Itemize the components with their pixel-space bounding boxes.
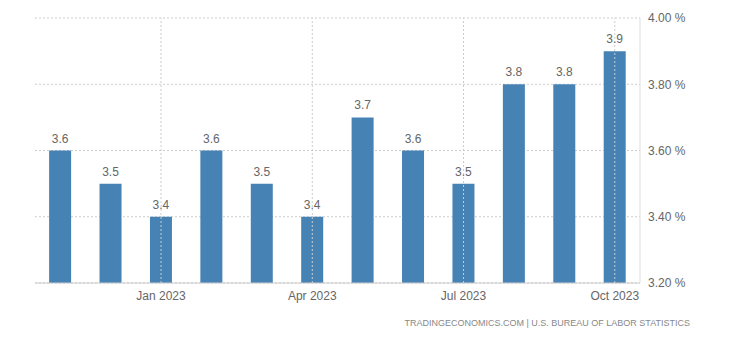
svg-text:Jan 2023: Jan 2023 xyxy=(136,289,186,303)
html-text:TRADINGECONOMICS.COM | U.S. BU: TRADINGECONOMICS.COM | U.S. BUREAU OF LA… xyxy=(404,318,690,328)
svg-text:3.80 %: 3.80 % xyxy=(648,78,686,92)
svg-text:Jul 2023: Jul 2023 xyxy=(441,289,487,303)
svg-text:4.00 %: 4.00 % xyxy=(648,11,686,25)
svg-text:3.8: 3.8 xyxy=(506,65,523,79)
svg-text:3.6: 3.6 xyxy=(52,132,69,146)
svg-text:3.20 %: 3.20 % xyxy=(648,276,686,290)
svg-text:3.6: 3.6 xyxy=(203,132,220,146)
svg-text:3.5: 3.5 xyxy=(102,165,119,179)
svg-text:3.4: 3.4 xyxy=(304,198,321,212)
svg-text:3.5: 3.5 xyxy=(455,165,472,179)
svg-text:3.4: 3.4 xyxy=(153,198,170,212)
svg-text:3.9: 3.9 xyxy=(606,32,623,46)
svg-text:3.40 %: 3.40 % xyxy=(648,210,686,224)
svg-text:Apr 2023: Apr 2023 xyxy=(288,289,337,303)
svg-text:3.60 %: 3.60 % xyxy=(648,144,686,158)
svg-text:3.6: 3.6 xyxy=(405,132,422,146)
svg-text:Oct 2023: Oct 2023 xyxy=(590,289,639,303)
svg-text:3.8: 3.8 xyxy=(556,65,573,79)
svg-text:3.5: 3.5 xyxy=(253,165,270,179)
svg-text:3.7: 3.7 xyxy=(354,98,371,112)
